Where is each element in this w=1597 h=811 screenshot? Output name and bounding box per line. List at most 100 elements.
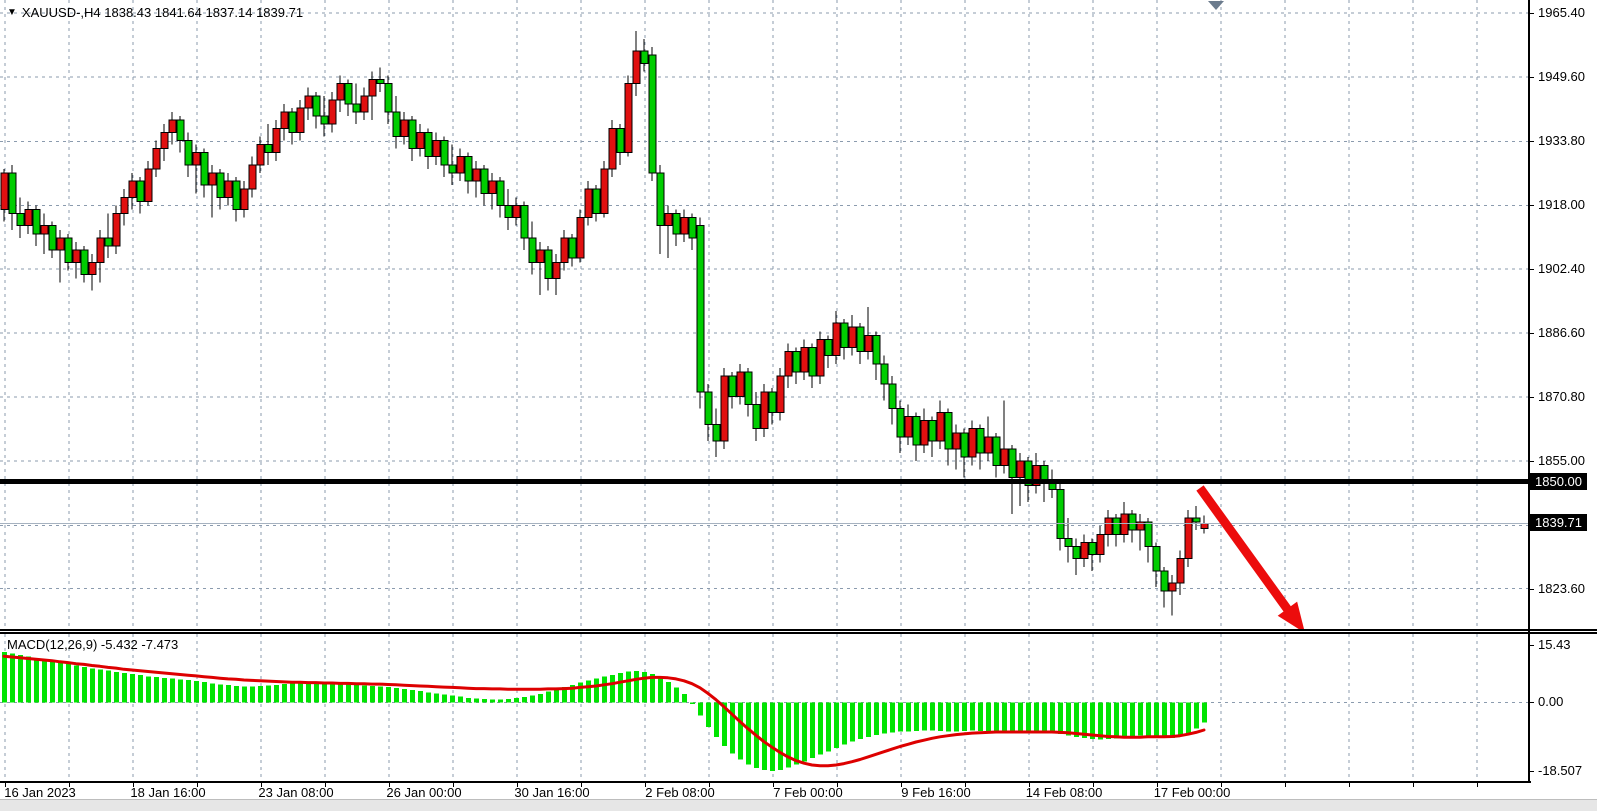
macd-bar — [626, 671, 631, 703]
bull-candle — [208, 172, 217, 186]
bull-candle — [160, 131, 169, 150]
bull-candle — [248, 164, 257, 190]
macd-bar — [602, 676, 607, 703]
time-axis-tick — [1157, 782, 1158, 787]
macd-bar — [434, 693, 439, 703]
trend-arrow[interactable] — [1196, 485, 1305, 630]
time-axis-tick — [517, 782, 518, 787]
main-price-chart[interactable] — [0, 0, 1528, 630]
macd-bar — [1170, 702, 1175, 738]
macd-bar — [794, 702, 799, 765]
bull-candle — [72, 249, 81, 263]
bar-shift-marker-icon[interactable] — [1208, 1, 1224, 10]
bear-candle — [408, 119, 417, 150]
bear-candle — [480, 168, 489, 194]
bear-candle — [768, 391, 777, 414]
macd-bar — [1178, 702, 1183, 737]
time-axis-label: 16 Jan 2023 — [4, 785, 76, 800]
bear-candle — [568, 237, 577, 259]
bear-candle — [200, 152, 209, 186]
macd-bar — [2, 652, 7, 703]
macd-bar — [346, 684, 351, 703]
bear-candle — [184, 139, 193, 166]
macd-axis-label: 15.43 — [1538, 637, 1571, 652]
macd-bar — [450, 695, 455, 703]
macd-bar — [50, 661, 55, 703]
price-axis-label: 1933.80 — [1538, 133, 1585, 149]
bull-candle — [192, 152, 201, 166]
bull-candle — [608, 127, 617, 170]
bull-candle — [1200, 522, 1209, 529]
bear-candle — [216, 172, 225, 198]
macd-bar — [1138, 702, 1143, 736]
time-axis-tick — [645, 782, 646, 787]
bull-candle — [152, 148, 161, 170]
symbol-dropdown-icon[interactable]: ▼ — [7, 6, 17, 18]
bull-candle — [680, 217, 689, 235]
bull-candle — [1176, 558, 1185, 584]
panel-splitter-line-bottom[interactable] — [0, 632, 1597, 634]
panel-splitter-line-top[interactable] — [0, 629, 1597, 631]
macd-bar — [650, 674, 655, 703]
macd-signal-line — [2, 654, 1206, 768]
bull-candle — [88, 261, 97, 275]
bear-candle — [672, 213, 681, 235]
price-axis-tick — [1528, 461, 1534, 463]
macd-bar — [618, 672, 623, 703]
macd-bar — [194, 681, 199, 703]
bear-candle — [840, 322, 849, 349]
macd-bar — [946, 702, 951, 732]
bull-candle — [0, 172, 9, 211]
bull-candle — [576, 217, 585, 259]
bull-candle — [1168, 582, 1177, 592]
macd-bar — [234, 685, 239, 703]
bear-candle — [928, 420, 937, 442]
time-axis-label: 2 Feb 08:00 — [645, 785, 715, 800]
bear-candle — [896, 407, 905, 438]
macd-bar — [98, 669, 103, 703]
bull-candle — [472, 168, 481, 182]
bull-candle — [552, 261, 561, 280]
macd-bar — [290, 683, 295, 703]
bear-candle — [944, 412, 953, 450]
bull-candle — [272, 127, 281, 154]
bear-candle — [32, 209, 41, 235]
macd-bar — [82, 667, 87, 703]
macd-bar — [978, 702, 983, 731]
time-axis-tick — [325, 782, 326, 787]
macd-bar — [930, 702, 935, 731]
time-axis-tick — [389, 782, 390, 787]
macd-bar — [1082, 702, 1087, 738]
time-axis[interactable] — [0, 781, 1530, 799]
time-axis-tick — [453, 782, 454, 787]
macd-bar — [498, 699, 503, 703]
bear-candle — [1152, 545, 1161, 572]
macd-bar — [202, 682, 207, 703]
bull-candle — [336, 83, 345, 101]
macd-bar — [922, 702, 927, 731]
bear-candle — [808, 347, 817, 377]
macd-bar — [818, 702, 823, 755]
macd-bar — [1122, 702, 1127, 738]
macd-bar — [1002, 702, 1007, 732]
macd-bar — [1114, 702, 1119, 739]
price-axis-border — [1528, 0, 1530, 782]
bull-candle — [816, 338, 825, 377]
price-axis-label: 1823.60 — [1538, 580, 1585, 596]
macd-bar — [146, 676, 151, 703]
bull-candle — [168, 119, 177, 133]
macd-bar — [994, 702, 999, 732]
bull-candle — [120, 196, 129, 215]
bear-candle — [912, 416, 921, 446]
macd-bar — [170, 678, 175, 703]
macd-bar — [322, 683, 327, 703]
bull-candle — [848, 326, 857, 349]
macd-bar — [354, 684, 359, 703]
macd-indicator-panel[interactable] — [0, 634, 1528, 782]
bear-candle — [1008, 448, 1017, 478]
macd-bar — [1074, 702, 1079, 737]
macd-axis-tick — [1528, 645, 1534, 646]
price-axis-tick — [1528, 332, 1534, 334]
bull-candle — [432, 139, 441, 158]
macd-bar — [186, 680, 191, 703]
